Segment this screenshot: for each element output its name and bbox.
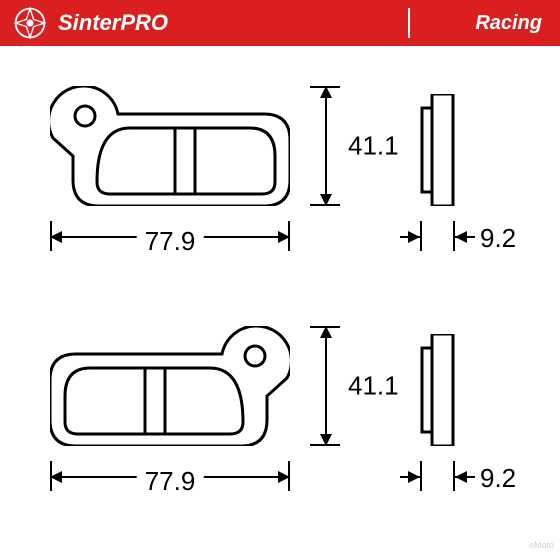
height-value: 41.1 bbox=[348, 131, 399, 162]
brake-pad-outline-left-tab bbox=[50, 86, 290, 206]
width-value: 77.9 bbox=[137, 226, 204, 257]
brand-logo-icon bbox=[10, 3, 50, 43]
height-dimension: 41.1 bbox=[310, 326, 400, 446]
height-dimension: 41.1 bbox=[310, 86, 400, 206]
product-line-title: SinterPRO bbox=[58, 10, 168, 36]
dimension-diagram: 41.1 77.9 9.2 bbox=[0, 46, 560, 554]
header-bar: SinterPRO Racing bbox=[0, 0, 560, 46]
pad-side-profile bbox=[420, 94, 455, 206]
thickness-value: 9.2 bbox=[480, 223, 516, 254]
thickness-value: 9.2 bbox=[480, 463, 516, 494]
header-divider bbox=[408, 8, 410, 38]
thickness-dimension: 9.2 bbox=[420, 461, 530, 511]
brake-pad-outline-right-tab bbox=[50, 326, 290, 446]
width-dimension: 77.9 bbox=[50, 461, 290, 511]
width-value: 77.9 bbox=[137, 466, 204, 497]
watermark: eMoto bbox=[529, 540, 554, 550]
product-category: Racing bbox=[475, 12, 542, 35]
pad-side-profile bbox=[420, 334, 455, 446]
width-dimension: 77.9 bbox=[50, 221, 290, 271]
thickness-dimension: 9.2 bbox=[420, 221, 530, 271]
height-value: 41.1 bbox=[348, 371, 399, 402]
brake-pad-spec-2: 41.1 77.9 9.2 bbox=[40, 316, 530, 516]
brake-pad-spec-1: 41.1 77.9 9.2 bbox=[40, 76, 530, 276]
